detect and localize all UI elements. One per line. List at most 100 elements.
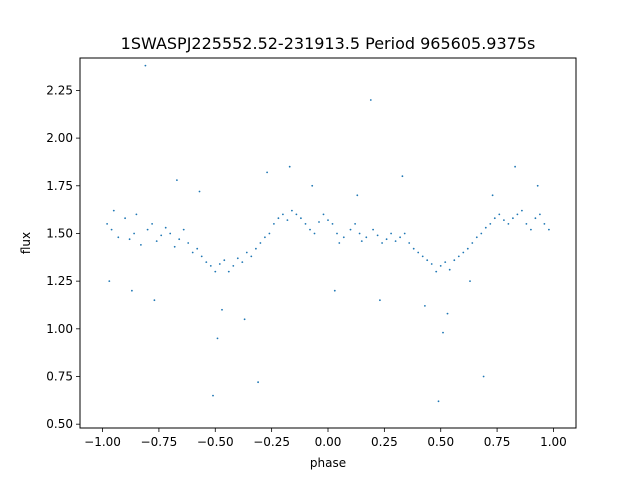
scatter-points (106, 64, 550, 403)
data-point (245, 251, 248, 254)
data-point (110, 228, 113, 231)
plot-area (79, 57, 577, 429)
data-point (282, 213, 284, 216)
data-point (514, 165, 516, 168)
data-point (216, 337, 219, 340)
x-axis-label: phase (310, 456, 346, 470)
data-point (169, 232, 172, 235)
data-point (112, 209, 115, 212)
data-point (257, 381, 259, 384)
y-tick-label: 2.25 (46, 83, 73, 97)
data-point (356, 194, 359, 197)
x-tick-label: 0.75 (484, 435, 511, 449)
data-point (457, 255, 460, 258)
data-point (327, 219, 329, 222)
data-point (153, 299, 156, 302)
data-point (421, 255, 424, 258)
data-point (200, 255, 203, 258)
data-point (442, 331, 444, 334)
data-point (498, 213, 501, 216)
x-tick-label: −0.50 (197, 435, 234, 449)
data-point (399, 236, 401, 239)
data-point (266, 171, 268, 174)
data-point (426, 259, 429, 262)
data-point (439, 265, 442, 267)
data-point (198, 190, 201, 193)
data-point (354, 223, 356, 225)
data-point (196, 247, 199, 250)
data-point (365, 236, 368, 239)
data-point (243, 318, 246, 321)
data-point (173, 245, 176, 248)
data-point (444, 261, 447, 263)
data-point (516, 213, 519, 216)
data-point (117, 236, 120, 239)
data-point (214, 270, 217, 273)
x-tick-label: 1.00 (540, 435, 567, 449)
data-point (469, 280, 471, 282)
data-point (187, 242, 190, 244)
data-point (273, 223, 275, 225)
data-point (221, 308, 223, 311)
data-point (480, 232, 483, 235)
data-point (369, 99, 372, 101)
data-point (133, 232, 136, 235)
data-point (534, 217, 537, 220)
y-tick-label: 0.50 (46, 417, 73, 431)
data-point (342, 236, 345, 239)
data-point (295, 213, 298, 216)
data-point (536, 184, 539, 187)
data-point (311, 184, 314, 187)
data-point (277, 217, 280, 220)
data-point (408, 242, 411, 244)
data-point (182, 228, 185, 231)
data-point (178, 238, 181, 241)
data-point (146, 228, 149, 231)
data-point (250, 255, 253, 258)
y-tick-label: 0.75 (46, 370, 73, 384)
data-point (151, 223, 154, 225)
data-point (106, 223, 108, 225)
data-point (394, 240, 397, 243)
data-point (135, 213, 138, 216)
data-point (437, 400, 440, 403)
data-point (268, 232, 271, 235)
data-point (548, 228, 550, 231)
data-point (376, 234, 379, 237)
data-point (360, 240, 363, 243)
data-point (372, 228, 374, 231)
data-point (484, 226, 487, 229)
data-point (403, 232, 406, 235)
data-point (164, 226, 167, 229)
data-point (466, 247, 469, 250)
data-point (205, 261, 208, 263)
data-point (336, 232, 338, 235)
y-axis-label: flux (19, 232, 33, 254)
data-point (482, 375, 485, 378)
data-point (381, 242, 383, 244)
y-axis: 0.50 0.75 1.00 1.25 1.50 1.75 2.00 2.25 (46, 83, 80, 431)
data-point (291, 209, 293, 212)
data-point (288, 165, 291, 168)
y-tick-label: 1.50 (46, 226, 73, 240)
data-point (286, 219, 289, 222)
x-tick-label: −0.75 (141, 435, 178, 449)
data-point (331, 223, 334, 225)
data-point (313, 232, 316, 235)
data-point (448, 268, 451, 271)
x-axis: −1.00 −0.75 −0.50 −0.25 0.00 0.25 0.50 0.75 1.00 (84, 428, 567, 449)
x-tick-label: 0.00 (315, 435, 342, 449)
data-point (379, 299, 381, 302)
data-point (191, 251, 194, 254)
data-point (322, 213, 325, 216)
x-tick-label: 0.25 (371, 435, 398, 449)
x-tick-label: −1.00 (84, 435, 121, 449)
data-point (417, 251, 420, 254)
data-point (309, 228, 311, 231)
data-point (160, 234, 163, 237)
data-point (430, 263, 433, 265)
x-tick-label: 0.50 (427, 435, 454, 449)
x-tick-label: −0.25 (253, 435, 290, 449)
data-point (349, 228, 352, 231)
